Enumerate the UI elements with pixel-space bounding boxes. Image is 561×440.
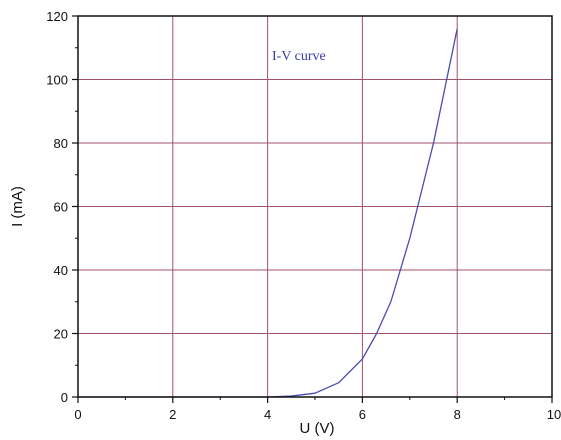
y-axis-title: I (mA) [9, 186, 26, 227]
y-tick-label-0: 0 [61, 390, 68, 405]
y-tick-label-40: 40 [54, 263, 68, 278]
x-tick-label-6: 6 [359, 407, 366, 422]
x-tick-label-2: 2 [169, 407, 176, 422]
x-tick-label-8: 8 [454, 407, 461, 422]
x-tick-label-10: 10 [547, 407, 561, 422]
annotation-i-v-curve: I-V curve [272, 49, 326, 64]
y-tick-label-20: 20 [54, 327, 68, 342]
y-tick-label-80: 80 [54, 136, 68, 151]
grid-lines [78, 16, 552, 397]
y-tick-label-120: 120 [46, 9, 68, 24]
x-tick-label-0: 0 [74, 407, 81, 422]
x-tick-label-4: 4 [264, 407, 271, 422]
y-tick-label-60: 60 [54, 200, 68, 215]
x-axis-title: U (V) [300, 420, 335, 437]
y-tick-label-100: 100 [46, 73, 68, 88]
